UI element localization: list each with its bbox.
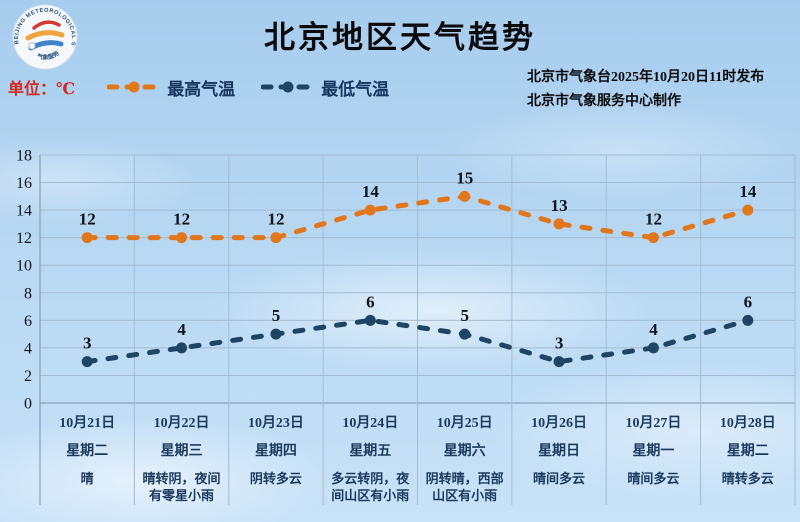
day-column: 10月23日 星期四阴转多云 [229,406,323,510]
data-point-label: 12 [173,210,190,229]
day-date: 10月22日 [153,416,210,431]
data-point-marker [553,356,565,368]
series-line [84,317,751,365]
day-date: 10月26日 [531,416,588,431]
data-point-label: 3 [83,334,92,353]
logo-yellow-band [25,30,65,41]
y-axis-tick-label: 8 [24,285,32,302]
data-point-marker [647,342,659,354]
day-weather: 晴转多云 [721,471,774,486]
data-point-marker [81,356,93,368]
series-line [84,193,751,241]
data-point-label: 5 [460,306,469,325]
data-point-marker [364,204,376,216]
day-weekday: 星期日 [538,444,581,459]
logo-disc [13,5,77,69]
beijing-meteorological-service-logo-icon: BEIJING METEOROLOGICAL SERVICE 气象服务 [12,4,78,70]
legend-label-high: 最高气温 [167,79,236,99]
data-point-marker [364,314,376,326]
data-point-label: 14 [362,182,380,201]
day-weather: 晴间多云 [627,471,680,486]
day-date: 10月23日 [247,416,304,431]
day-weather: 晴转阴，夜间有零星小雨 [142,471,221,503]
legend-item-high: 最高气温 [107,75,235,100]
y-axis-tick-label: 0 [24,396,32,413]
day-weekday: 星期二 [726,444,769,459]
day-weather: 多云转阴，夜间山区有小雨 [331,471,410,503]
day-date: 10月28日 [719,416,776,431]
data-point-label: 15 [456,168,473,187]
day-weekday: 星期五 [349,444,392,459]
day-date: 10月24日 [342,416,399,431]
unit-label: 单位：℃ [8,81,76,98]
y-axis-tick-label: 18 [16,148,32,165]
data-point-marker [553,218,565,230]
day-date: 10月25日 [436,416,493,431]
data-point-label: 4 [177,320,186,339]
data-point-marker [647,232,659,244]
y-axis-tick-label: 4 [24,340,32,357]
data-point-marker [459,328,471,340]
day-column: 10月26日 星期日晴间多云 [512,406,606,510]
data-point-label: 13 [551,196,568,215]
logo-red-band [32,20,61,30]
y-axis-tick-label: 2 [24,368,32,385]
y-axis-tick-label: 14 [16,203,32,220]
data-point-label: 14 [739,182,757,201]
day-weekday: 星期二 [66,444,109,459]
legend-row: 单位：℃ 最高气温 最低气温 [8,74,415,100]
day-weather: 晴间多云 [533,471,586,486]
data-point-label: 12 [645,210,662,229]
data-point-label: 5 [272,306,281,325]
data-point-marker [742,204,754,216]
data-point-marker [81,232,93,244]
data-point-marker [270,232,282,244]
data-point-marker [176,232,188,244]
day-weekday: 星期四 [254,444,297,459]
legend-item-low: 最低气温 [261,75,389,100]
day-column: 10月27日 星期一晴间多云 [606,406,700,510]
day-weather: 阴转晴，西部山区有小雨 [425,471,504,503]
day-weekday: 星期三 [160,444,203,459]
data-point-label: 4 [649,320,658,339]
issue-info: 北京市气象台2025年10月20日11时发布 北京市气象服务中心制作 [527,66,792,114]
issue-line-1: 北京市气象台2025年10月20日11时发布 [527,70,765,85]
y-axis-tick-label: 12 [16,230,32,247]
logo-flower [28,42,36,50]
issue-line-2: 北京市气象服务中心制作 [527,94,681,109]
data-point-label: 3 [555,334,564,353]
day-column: 10月25日 星期六阴转晴，西部山区有小雨 [418,406,512,510]
day-date: 10月21日 [59,416,116,431]
low-temp-line-icon [261,81,316,93]
day-labels-row: 10月21日 星期二晴 10月22日 星期三 晴转阴，夜间有零星小雨 10月23日 星期四阴… [40,406,795,510]
data-point-label: 12 [79,210,96,229]
page-title: 北京地区天气趋势 [264,20,536,55]
data-point-label: 6 [366,292,375,311]
y-axis-tick-label: 10 [16,258,32,275]
high-temp-line-icon [107,81,162,93]
y-axis-tick-label: 6 [24,313,32,330]
day-date: 10月27日 [625,416,682,431]
data-point-marker [459,190,471,202]
data-point-marker [742,314,754,326]
y-axis-tick-label: 16 [16,175,32,192]
data-point-label: 12 [267,210,284,229]
day-weather: 阴转多云 [249,471,302,486]
day-column: 10月28日 星期二晴转多云 [701,406,795,510]
data-point-label: 6 [744,292,753,311]
day-weekday: 星期一 [632,444,675,459]
day-column: 10月22日 星期三晴转阴，夜间有零星小雨 [134,406,228,510]
legend-label-low: 最低气温 [321,79,390,99]
data-point-marker [176,342,188,354]
day-column: 10月24日 星期五多云转阴，夜间山区有小雨 [323,406,417,510]
day-weather: 晴 [80,471,94,486]
day-weekday: 星期六 [443,444,486,459]
data-point-marker [270,328,282,340]
day-column: 10月21日 星期二晴 [40,406,134,510]
